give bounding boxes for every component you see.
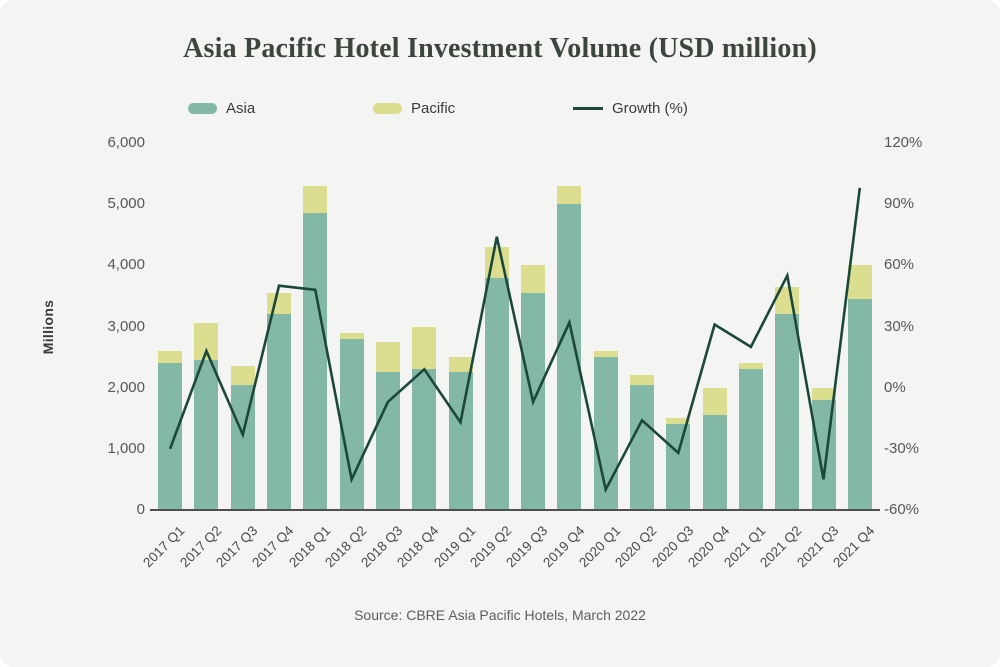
bar-2018-q4 — [412, 143, 437, 510]
bar-segment-pacific — [775, 286, 800, 315]
bar-segment-asia — [230, 384, 255, 510]
legend-swatch-icon — [373, 102, 402, 114]
bar-segment-pacific — [666, 418, 691, 425]
bar-2018-q1 — [303, 143, 328, 510]
bar-segment-pacific — [847, 265, 872, 299]
bar-segment-pacific — [339, 332, 364, 339]
bar-segment-asia — [630, 384, 655, 510]
bar-2021-q2 — [775, 143, 800, 510]
bar-2017-q2 — [194, 143, 219, 510]
bar-2017-q1 — [158, 143, 183, 510]
bar-2019-q2 — [484, 143, 509, 510]
bar-segment-asia — [775, 314, 800, 510]
x-axis-line — [150, 509, 880, 511]
right-axis-tick: -60% — [884, 501, 920, 518]
bar-segment-pacific — [521, 265, 546, 293]
legend-item-pacific: Pacific — [373, 98, 455, 118]
bar-segment-asia — [811, 399, 836, 510]
plot-area — [150, 143, 880, 511]
bar-2020-q2 — [630, 143, 655, 510]
bar-segment-pacific — [630, 375, 655, 385]
x-axis-labels: 2017 Q1 2017 Q2 2017 Q3 2017 Q4 2018 Q1 2018 … — [141, 510, 878, 590]
bar-segment-asia — [521, 292, 546, 510]
legend-line-icon — [573, 106, 603, 110]
bar-2021-q1 — [738, 143, 763, 510]
left-axis-tick: 2,000 — [107, 378, 145, 396]
bar-2020-q1 — [593, 143, 618, 510]
left-axis-tick: 0 — [136, 501, 145, 518]
bar-segment-pacific — [267, 292, 292, 315]
bar-2021-q3 — [811, 143, 836, 510]
bar-segment-pacific — [702, 387, 727, 416]
bar-segment-pacific — [593, 350, 618, 358]
bar-segment-pacific — [811, 387, 836, 400]
right-axis-tick: 30% — [884, 317, 915, 335]
legend-label: Asia — [226, 99, 256, 117]
bar-2019-q1 — [448, 143, 473, 510]
left-axis-tick: 3,000 — [107, 317, 145, 335]
bar-2020-q3 — [666, 143, 691, 510]
bar-2021-q4 — [847, 143, 872, 510]
bar-2018-q3 — [375, 143, 400, 510]
bar-segment-pacific — [484, 247, 509, 278]
left-axis-ticks: 0 1,000 2,000 3,000 4,000 5,000 6,000 — [0, 134, 145, 518]
bar-segment-pacific — [557, 185, 582, 205]
bar-segment-asia — [557, 204, 582, 510]
bar-2019-q4 — [557, 143, 582, 510]
bar-segment-asia — [847, 298, 872, 510]
legend-swatch-icon — [188, 102, 217, 114]
bar-2017-q3 — [230, 143, 255, 510]
bar-segment-pacific — [412, 326, 437, 370]
legend-item-growth: Growth (%) — [573, 98, 688, 118]
source-note: Source: CBRE Asia Pacific Hotels, March … — [354, 607, 646, 623]
right-axis-tick: 0% — [884, 378, 906, 396]
right-axis-tick: 90% — [884, 195, 915, 213]
bar-segment-pacific — [158, 350, 183, 364]
bar-2018-q2 — [339, 143, 364, 510]
bar-segment-pacific — [230, 366, 255, 385]
bar-2020-q4 — [702, 143, 727, 510]
legend-item-asia: Asia — [188, 98, 255, 118]
bar-segment-asia — [702, 415, 727, 510]
left-axis-tick: 1,000 — [107, 439, 145, 457]
bar-segment-pacific — [738, 363, 763, 370]
legend-label: Growth (%) — [612, 99, 688, 117]
bar-segment-asia — [412, 369, 437, 510]
bar-segment-asia — [339, 338, 364, 510]
bar-segment-asia — [484, 277, 509, 510]
bar-segment-pacific — [448, 357, 473, 373]
bar-segment-asia — [158, 363, 183, 510]
growth-line — [168, 187, 862, 494]
left-axis-tick: 4,000 — [107, 256, 145, 274]
right-axis-tick: 120% — [884, 134, 923, 151]
left-axis-tick: 6,000 — [107, 134, 145, 151]
bar-segment-asia — [593, 357, 618, 510]
bar-2017-q4 — [267, 143, 292, 510]
bar-segment-asia — [738, 369, 763, 510]
bar-2019-q3 — [521, 143, 546, 510]
bar-segment-asia — [448, 372, 473, 510]
bar-segment-asia — [194, 360, 219, 510]
bar-segment-asia — [303, 213, 328, 510]
chart-title: Asia Pacific Hotel Investment Volume (US… — [183, 33, 817, 64]
left-axis-tick: 5,000 — [107, 195, 145, 213]
legend-label: Pacific — [411, 99, 456, 117]
bar-segment-asia — [375, 372, 400, 510]
bar-segment-pacific — [303, 185, 328, 214]
bar-segment-pacific — [375, 341, 400, 373]
right-axis-tick: -30% — [884, 439, 920, 457]
bar-segment-asia — [267, 314, 292, 510]
right-axis-ticks: -60% -30% 0% 30% 60% 90% 120% — [884, 134, 994, 518]
bar-segment-asia — [666, 424, 691, 510]
bar-segment-pacific — [194, 323, 219, 361]
right-axis-tick: 60% — [884, 256, 915, 274]
